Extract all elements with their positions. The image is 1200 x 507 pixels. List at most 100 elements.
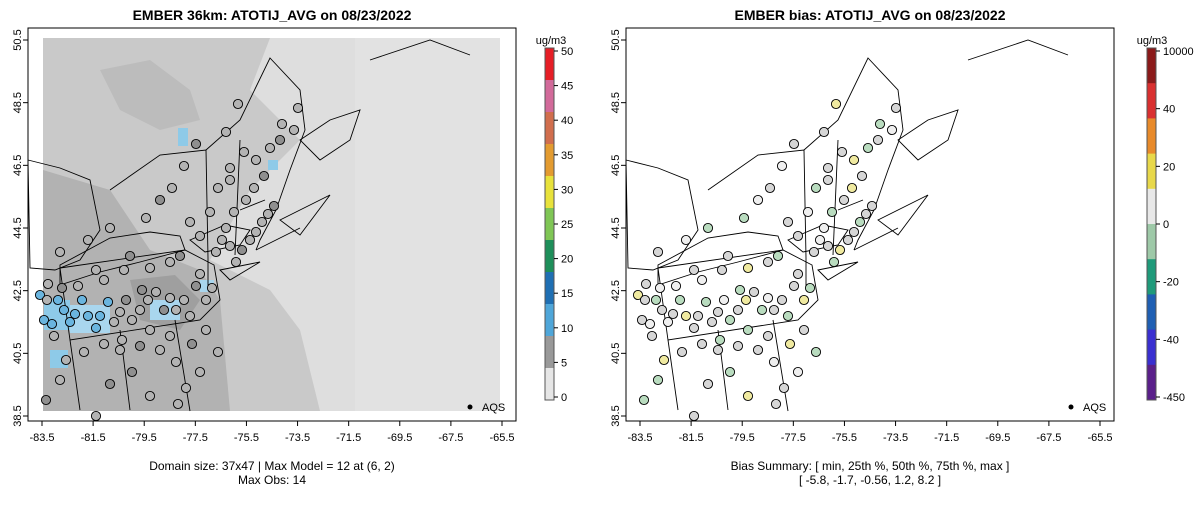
left-observation-site [94, 310, 106, 322]
left-observation-site [224, 240, 236, 252]
right-observation-site [818, 222, 830, 234]
left-observation-site [200, 294, 212, 306]
left-observation-site [56, 282, 68, 294]
left-colorbar-segment [545, 144, 554, 177]
right-observation-site [776, 160, 788, 172]
right-y-tick-label: 38.5 [610, 405, 622, 426]
right-observation-site [874, 118, 886, 130]
left-coast-newfoundland [369, 39, 471, 61]
right-observation-site [822, 174, 834, 186]
right-observation-site [738, 212, 750, 224]
right-observation-site [836, 146, 848, 158]
left-plot-frame [27, 27, 517, 422]
left-observation-site [69, 308, 81, 320]
right-observation-site [818, 126, 830, 138]
left-observation-site [144, 262, 156, 274]
right-observation-site [712, 344, 724, 356]
right-y-tick-label: 42.5 [610, 280, 622, 301]
right-observation-site [872, 134, 884, 146]
right-observation-site [784, 338, 796, 350]
left-observation-site [136, 284, 148, 296]
left-observation-site [274, 134, 286, 146]
left-colorbar-tick-label: 0 [561, 392, 567, 404]
left-x-tick-label: -69.5 [387, 432, 412, 444]
right-observation-site [667, 308, 679, 320]
left-observation-site [184, 310, 196, 322]
right-colorbar-segment [1147, 118, 1156, 155]
right-observation-site [716, 264, 728, 276]
right-colorbar-segment [1147, 364, 1156, 401]
left-observation-site [264, 142, 276, 154]
right-observation-site [776, 294, 788, 306]
right-observation-site [680, 310, 692, 322]
right-x-tick-label: -71.5 [934, 432, 959, 444]
left-observation-site [220, 126, 232, 138]
right-plot-frame [625, 27, 1115, 422]
left-observation-site [120, 294, 132, 306]
right-lake-ontario-outline [787, 224, 849, 253]
right-observation-site [688, 264, 700, 276]
left-observation-site [134, 340, 146, 352]
left-x-axis: -83.5 -81.5 -79.5 -77.5 -75.5 -73.5 -71.5 -69.5… [29, 421, 515, 444]
right-observation-site [768, 356, 780, 368]
left-colorbar-segment [545, 208, 554, 241]
left-observation-points [34, 98, 304, 422]
left-observation-site [262, 208, 274, 220]
left-y-tick-label: 38.5 [12, 405, 24, 426]
left-colorbar-tick-label: 35 [561, 150, 573, 162]
right-observation-site [792, 230, 804, 242]
left-colorbar-tick-label: 15 [561, 288, 573, 300]
right-observation-site [772, 250, 784, 262]
right-observation-site [724, 314, 736, 326]
right-observation-site [692, 310, 704, 322]
left-observation-site [41, 294, 53, 306]
left-x-tick-label: -79.5 [132, 432, 157, 444]
right-colorbar-units: ug/m3 [1137, 35, 1168, 47]
right-observation-site [782, 216, 794, 228]
right-colorbar-tick-label: -40 [1163, 334, 1179, 346]
right-observation-site [830, 98, 842, 110]
left-field-blue-cell [178, 128, 188, 146]
left-observation-site [40, 394, 52, 406]
right-colorbar-segment [1147, 48, 1156, 84]
left-observation-site [186, 338, 198, 350]
left-observation-site [232, 98, 244, 110]
right-colorbar-tick-label: 10000 [1163, 46, 1194, 58]
right-observation-site [788, 280, 800, 292]
left-footer-line-2: Max Obs: 14 [238, 473, 306, 487]
right-observation-site [748, 286, 760, 298]
left-observation-site [134, 304, 146, 316]
left-y-tick-label: 50.5 [12, 29, 24, 50]
right-observation-site [662, 316, 674, 328]
right-observation-site [652, 374, 664, 386]
left-colorbar-tick-label: 5 [561, 357, 567, 369]
left-observation-site [42, 278, 54, 290]
right-x-tick-label: -81.5 [679, 432, 704, 444]
left-legend-label: AQS [482, 402, 505, 414]
right-observation-site [764, 182, 776, 194]
right-observation-site [742, 262, 754, 274]
right-observation-site [639, 294, 651, 306]
right-observation-site [822, 240, 834, 252]
left-observation-site [140, 212, 152, 224]
left-colorbar-segment [545, 336, 554, 369]
left-observation-site [54, 374, 66, 386]
left-basemap [27, 39, 471, 412]
left-observation-site [256, 216, 268, 228]
right-observation-site [646, 330, 658, 342]
left-colorbar-tick-label: 50 [561, 46, 573, 58]
right-observation-site [762, 292, 774, 304]
left-colorbar-segment [545, 240, 554, 273]
right-colorbar-segment [1147, 224, 1156, 260]
left-observation-site [216, 234, 228, 246]
left-colorbar-tick-label: 40 [561, 115, 573, 127]
left-x-tick-label: -65.5 [489, 432, 514, 444]
right-coast-cape-cod [877, 194, 929, 236]
right-legend-dot-icon [1068, 404, 1074, 410]
right-border-maine [803, 57, 904, 251]
left-observation-site [288, 124, 300, 136]
right-observation-site [718, 294, 730, 306]
right-observation-site [752, 344, 764, 356]
left-observation-site [238, 146, 250, 158]
